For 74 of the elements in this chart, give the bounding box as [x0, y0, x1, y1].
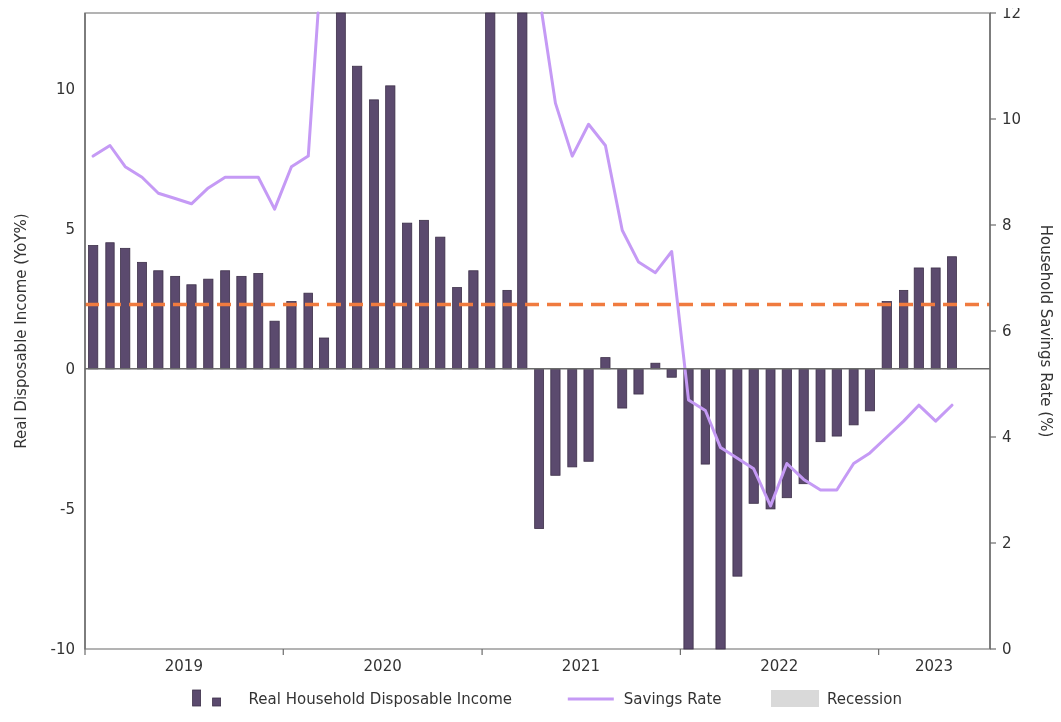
- bar: [485, 12, 496, 370]
- y2-tick-label: 6: [1002, 322, 1012, 341]
- y-tick-label: 0: [65, 360, 75, 379]
- bar: [700, 368, 710, 465]
- bar: [881, 301, 892, 370]
- bar: [748, 368, 759, 504]
- y2-axis-title: Household Savings Rate (%): [1037, 224, 1055, 438]
- x-tick-label: 2023: [914, 657, 954, 675]
- bar: [864, 368, 875, 412]
- bar: [452, 287, 462, 370]
- bar: [402, 222, 413, 370]
- bar: [236, 275, 247, 370]
- legend-label: Real Household Disposable Income: [248, 690, 512, 708]
- bar: [170, 275, 181, 370]
- bar: [534, 368, 545, 529]
- y-tick-label: 5: [65, 219, 75, 238]
- x-tick-label: 2020: [363, 657, 402, 675]
- bar: [550, 368, 561, 476]
- bar: [617, 368, 628, 409]
- bar: [352, 65, 363, 370]
- bar: [335, 12, 346, 370]
- bar: [831, 368, 842, 437]
- bar: [318, 337, 330, 370]
- bar: [930, 267, 941, 370]
- bar: [815, 368, 826, 443]
- bar: [220, 270, 231, 370]
- bar: [468, 270, 479, 370]
- bar: [848, 368, 859, 426]
- bar: [913, 267, 924, 370]
- bar: [666, 368, 677, 378]
- x-tick-label: 2021: [561, 657, 601, 675]
- bar: [203, 278, 214, 370]
- y-tick-label: 10: [55, 79, 75, 98]
- y-tick-label: -5: [60, 500, 75, 519]
- legend-label: Savings Rate: [623, 690, 722, 708]
- legend-label: Recession: [827, 690, 902, 708]
- bar: [502, 289, 512, 370]
- bar: [947, 256, 957, 370]
- bar: [798, 368, 809, 485]
- bar: [186, 284, 197, 370]
- bar: [137, 261, 147, 370]
- bar: [385, 85, 396, 370]
- y2-tick-label: 10: [1002, 110, 1022, 129]
- bar: [732, 368, 743, 577]
- bar: [715, 368, 726, 650]
- y-axis-title: Real Disposable Income (YoY%): [12, 213, 30, 449]
- x-tick-label: 2019: [164, 657, 203, 675]
- y2-tick-label: 4: [1002, 428, 1012, 447]
- y2-tick-label: 12: [1002, 4, 1022, 23]
- bar: [303, 292, 313, 370]
- bar: [153, 270, 164, 370]
- bar: [899, 289, 909, 370]
- bar: [286, 301, 297, 370]
- y2-tick-label: 8: [1002, 216, 1012, 235]
- bar: [583, 368, 594, 462]
- bar: [435, 236, 446, 370]
- bar: [253, 273, 264, 370]
- bar: [765, 368, 776, 510]
- bar: [633, 368, 644, 395]
- bar: [781, 368, 792, 499]
- y2-tick-label: 2: [1002, 534, 1012, 553]
- y2-tick-label: 0: [1002, 640, 1012, 659]
- bar: [419, 219, 429, 370]
- bar: [120, 247, 131, 370]
- bar: [269, 320, 280, 370]
- bar: [517, 12, 528, 370]
- bar: [683, 368, 694, 650]
- bar: [369, 99, 379, 370]
- y-tick-label: -10: [50, 640, 75, 659]
- bar: [600, 357, 611, 370]
- bar: [567, 368, 578, 468]
- bar: [105, 242, 115, 370]
- bar: [88, 245, 99, 370]
- x-tick-label: 2022: [760, 657, 799, 675]
